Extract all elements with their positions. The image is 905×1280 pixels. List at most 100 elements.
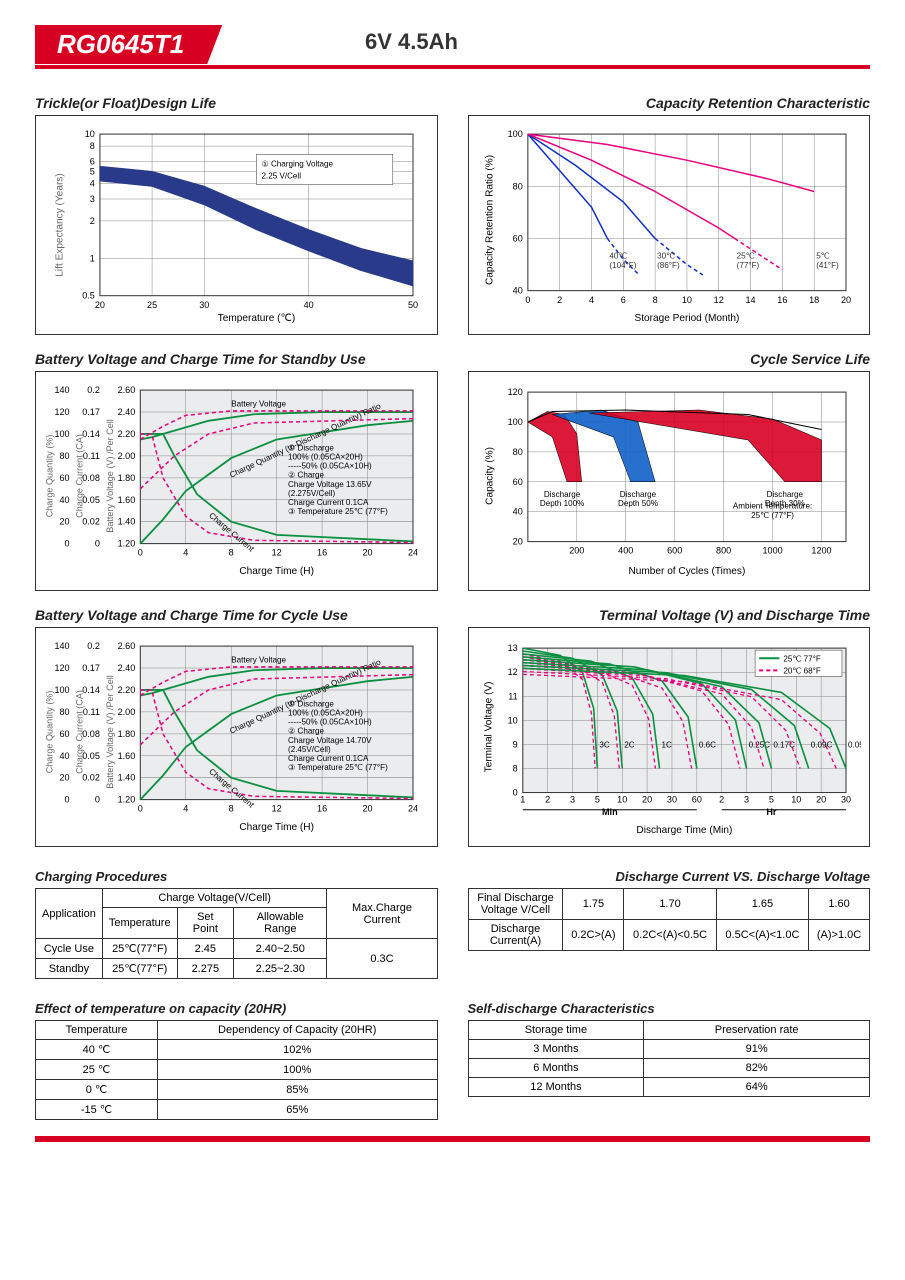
svg-text:60: 60 <box>59 473 69 483</box>
svg-text:12: 12 <box>272 548 282 558</box>
svg-text:Charge Quantity (%): Charge Quantity (%) <box>44 691 54 774</box>
svg-text:Charge Current 0.1CA: Charge Current 0.1CA <box>288 498 369 507</box>
svg-text:Charge Voltage 14.70V: Charge Voltage 14.70V <box>288 736 372 745</box>
svg-text:20: 20 <box>512 537 522 547</box>
svg-text:120: 120 <box>54 407 69 417</box>
svg-text:0.2: 0.2 <box>87 385 100 395</box>
svg-text:30: 30 <box>666 795 676 805</box>
svg-text:50: 50 <box>408 300 418 310</box>
svg-text:80: 80 <box>59 451 69 461</box>
svg-text:0.05: 0.05 <box>82 751 100 761</box>
svg-text:-----50% (0.05CA×10H): -----50% (0.05CA×10H) <box>288 462 372 471</box>
svg-text:Discharge: Discharge <box>619 490 656 499</box>
svg-text:80: 80 <box>512 181 522 191</box>
svg-text:(2.45V/Cell): (2.45V/Cell) <box>288 745 331 754</box>
svg-text:8: 8 <box>512 764 517 774</box>
svg-text:8: 8 <box>229 804 234 814</box>
table1-title: Charging Procedures <box>35 869 438 884</box>
svg-text:20: 20 <box>362 804 372 814</box>
svg-text:Charge Current (CA): Charge Current (CA) <box>75 690 85 774</box>
svg-text:1000: 1000 <box>762 546 782 556</box>
svg-text:(2.275V/Cell): (2.275V/Cell) <box>288 489 335 498</box>
svg-text:Terminal Voltage (V): Terminal Voltage (V) <box>483 681 494 772</box>
svg-text:0.11: 0.11 <box>83 451 100 461</box>
svg-text:0.02: 0.02 <box>82 517 100 527</box>
svg-text:Battery Voltage (V) /Per Cell: Battery Voltage (V) /Per Cell <box>105 675 115 789</box>
svg-text:100% (0.05CA×20H): 100% (0.05CA×20H) <box>288 709 363 718</box>
svg-text:1.60: 1.60 <box>118 495 136 505</box>
svg-text:0.2: 0.2 <box>87 641 100 651</box>
svg-text:Discharge Time (Min): Discharge Time (Min) <box>636 825 732 836</box>
svg-text:Hr: Hr <box>766 807 777 817</box>
svg-text:2.40: 2.40 <box>118 663 136 673</box>
svg-text:2: 2 <box>719 795 724 805</box>
svg-text:2: 2 <box>545 795 550 805</box>
svg-text:0.08: 0.08 <box>82 473 100 483</box>
svg-text:1.60: 1.60 <box>118 751 136 761</box>
svg-text:Storage Period (Month): Storage Period (Month) <box>634 313 739 324</box>
svg-text:Charge Current (CA): Charge Current (CA) <box>75 434 85 518</box>
svg-text:5℃: 5℃ <box>816 252 830 261</box>
svg-text:Charge Time (H): Charge Time (H) <box>239 822 314 833</box>
table4-title: Self-discharge Characteristics <box>468 1001 871 1016</box>
svg-text:1.20: 1.20 <box>118 795 136 805</box>
svg-text:0: 0 <box>138 804 143 814</box>
chart3-title: Battery Voltage and Charge Time for Stan… <box>35 351 438 367</box>
svg-text:100: 100 <box>54 429 69 439</box>
svg-text:Temperature (℃): Temperature (℃) <box>218 313 296 324</box>
table2-title: Discharge Current VS. Discharge Voltage <box>468 869 871 884</box>
svg-text:40: 40 <box>512 286 522 296</box>
svg-text:40℃: 40℃ <box>609 252 627 261</box>
svg-text:2.20: 2.20 <box>118 429 136 439</box>
svg-text:2.00: 2.00 <box>118 707 136 717</box>
chart5: 001.20200.021.40400.051.60600.081.80800.… <box>35 627 438 847</box>
svg-text:25: 25 <box>147 300 157 310</box>
chart3: 001.20200.021.40400.051.60600.081.80800.… <box>35 371 438 591</box>
table3-title: Effect of temperature on capacity (20HR) <box>35 1001 438 1016</box>
svg-text:Charge Quantity (%): Charge Quantity (%) <box>44 435 54 518</box>
chart4: 2040608010012020040060080010001200Discha… <box>468 371 871 591</box>
svg-text:12: 12 <box>507 667 517 677</box>
svg-text:24: 24 <box>408 804 418 814</box>
svg-text:14: 14 <box>745 295 755 305</box>
svg-text:Charge Current 0.1CA: Charge Current 0.1CA <box>288 754 369 763</box>
svg-text:② Charge: ② Charge <box>288 471 324 480</box>
svg-text:0.09C: 0.09C <box>810 740 832 749</box>
svg-text:② Charge: ② Charge <box>288 727 324 736</box>
svg-text:30℃: 30℃ <box>657 252 675 261</box>
svg-text:2.60: 2.60 <box>118 641 136 651</box>
svg-text:8: 8 <box>652 295 657 305</box>
svg-text:0.05: 0.05 <box>82 495 100 505</box>
svg-text:80: 80 <box>59 707 69 717</box>
svg-text:100: 100 <box>507 129 522 139</box>
svg-text:0.08: 0.08 <box>82 729 100 739</box>
svg-text:1C: 1C <box>661 740 671 749</box>
svg-text:0: 0 <box>65 795 70 805</box>
svg-text:1.80: 1.80 <box>118 473 136 483</box>
svg-text:1200: 1200 <box>811 546 831 556</box>
svg-text:40: 40 <box>59 751 69 761</box>
table4: Storage timePreservation rate 3 Months91… <box>468 1020 871 1097</box>
svg-text:80: 80 <box>512 447 522 457</box>
svg-text:-----50% (0.05CA×10H): -----50% (0.05CA×10H) <box>288 718 372 727</box>
svg-text:(77°F): (77°F) <box>736 261 759 270</box>
svg-text:140: 140 <box>54 385 69 395</box>
svg-text:16: 16 <box>777 295 787 305</box>
chart1: 0.51234568102025304050① Charging Voltage… <box>35 115 438 335</box>
svg-text:1.40: 1.40 <box>118 517 136 527</box>
svg-text:5: 5 <box>594 795 599 805</box>
svg-text:Battery Voltage: Battery Voltage <box>231 656 286 665</box>
svg-text:Charge Voltage 13.65V: Charge Voltage 13.65V <box>288 480 372 489</box>
svg-text:20: 20 <box>642 795 652 805</box>
svg-text:25℃ (77°F): 25℃ (77°F) <box>751 511 794 520</box>
chart2-title: Capacity Retention Characteristic <box>468 95 871 111</box>
svg-text:18: 18 <box>809 295 819 305</box>
svg-text:16: 16 <box>317 804 327 814</box>
svg-text:3C: 3C <box>599 740 609 749</box>
svg-text:Battery Voltage (V) /Per Cell: Battery Voltage (V) /Per Cell <box>105 419 115 533</box>
svg-text:0: 0 <box>525 295 530 305</box>
svg-text:20: 20 <box>840 295 850 305</box>
footer-bar <box>35 1136 870 1142</box>
svg-text:1.80: 1.80 <box>118 729 136 739</box>
svg-text:2.20: 2.20 <box>118 685 136 695</box>
